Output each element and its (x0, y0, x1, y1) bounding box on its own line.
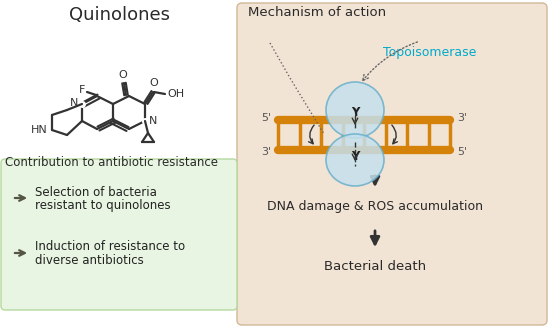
Text: resistant to quinolones: resistant to quinolones (35, 199, 170, 213)
Text: HN: HN (31, 125, 48, 135)
Text: Quinolones: Quinolones (69, 6, 170, 24)
Text: N: N (70, 98, 78, 108)
Text: Y: Y (351, 106, 359, 118)
Ellipse shape (326, 134, 384, 186)
Text: F: F (79, 85, 85, 95)
Ellipse shape (326, 82, 384, 138)
Text: diverse antibiotics: diverse antibiotics (35, 254, 144, 266)
Text: 5': 5' (457, 147, 467, 157)
Text: O: O (119, 70, 128, 80)
FancyBboxPatch shape (1, 159, 237, 310)
Text: Induction of resistance to: Induction of resistance to (35, 239, 185, 253)
Text: 3': 3' (261, 147, 271, 157)
Text: DNA damage & ROS accumulation: DNA damage & ROS accumulation (267, 200, 483, 213)
Text: Y: Y (351, 150, 359, 162)
Text: N: N (149, 116, 157, 126)
Text: Topoisomerase: Topoisomerase (383, 46, 477, 59)
Text: Mechanism of action: Mechanism of action (248, 6, 386, 19)
Text: Selection of bacteria: Selection of bacteria (35, 187, 157, 199)
Text: O: O (150, 78, 158, 88)
FancyBboxPatch shape (237, 3, 547, 325)
Text: Bacterial death: Bacterial death (324, 260, 426, 273)
Text: Contribution to antibiotic resistance: Contribution to antibiotic resistance (5, 156, 218, 169)
Text: 3': 3' (457, 113, 467, 123)
Text: OH: OH (167, 89, 184, 99)
Text: 5': 5' (261, 113, 271, 123)
